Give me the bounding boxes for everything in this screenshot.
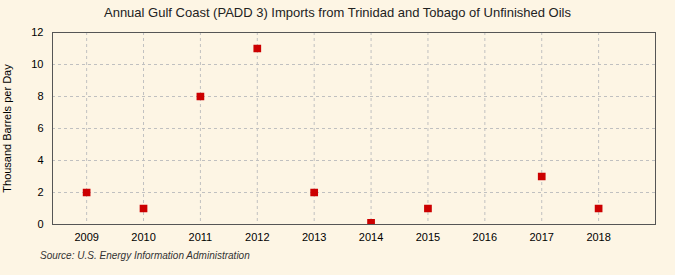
svg-text:10: 10: [31, 58, 43, 70]
svg-text:2016: 2016: [473, 231, 497, 243]
svg-text:6: 6: [37, 122, 43, 134]
svg-text:12: 12: [31, 26, 43, 38]
html-text:Source: U.S. Energy Informatio: Source: U.S. Energy Information Administ…: [40, 250, 250, 261]
svg-text:2015: 2015: [416, 231, 440, 243]
svg-text:2013: 2013: [302, 231, 326, 243]
svg-text:2011: 2011: [189, 231, 213, 243]
svg-text:2010: 2010: [131, 231, 155, 243]
svg-text:2014: 2014: [359, 231, 383, 243]
svg-text:2012: 2012: [245, 231, 269, 243]
svg-text:2018: 2018: [586, 231, 610, 243]
html-text:Annual Gulf Coast (PADD 3) Imp: Annual Gulf Coast (PADD 3) Imports from …: [104, 5, 571, 20]
svg-text:2017: 2017: [529, 231, 553, 243]
svg-text:2: 2: [37, 186, 43, 198]
svg-text:8: 8: [37, 90, 43, 102]
svg-text:0: 0: [37, 218, 43, 230]
svg-text:2009: 2009: [74, 231, 98, 243]
svg-text:Thousand Barrels per Day: Thousand Barrels per Day: [1, 64, 13, 193]
svg-text:4: 4: [37, 154, 43, 166]
